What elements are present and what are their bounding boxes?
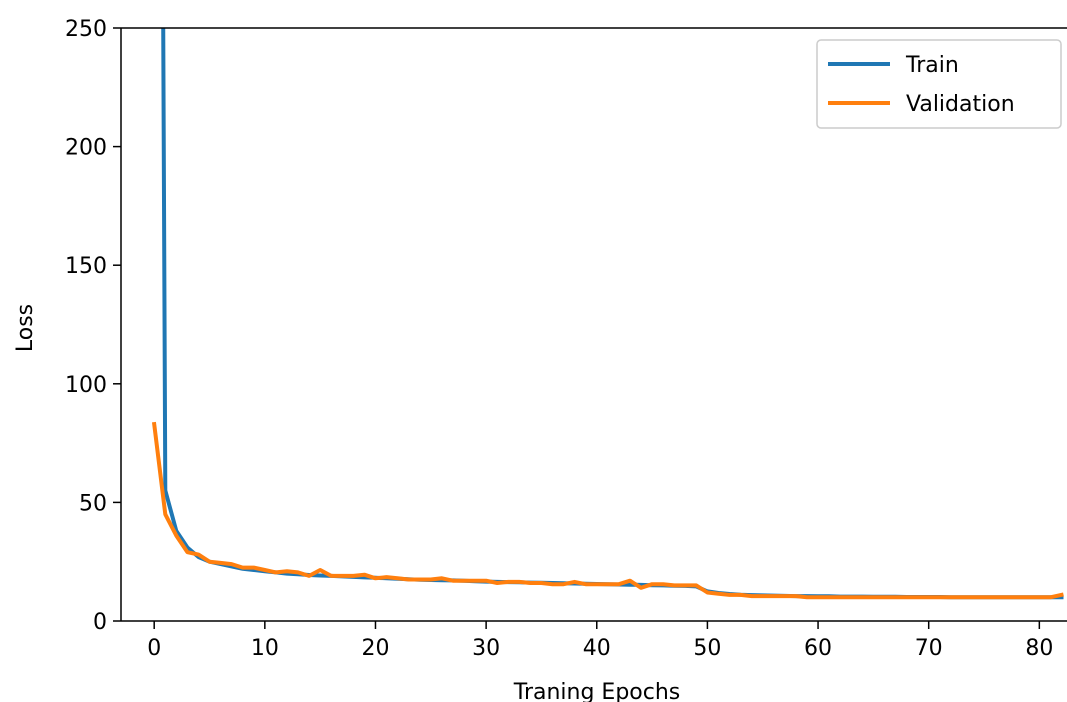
x-tick-label: 30 (472, 636, 500, 661)
x-tick-label: 40 (583, 636, 611, 661)
x-tick-label: 70 (915, 636, 943, 661)
x-tick-label: 0 (147, 636, 161, 661)
y-tick-label: 200 (65, 136, 107, 161)
series-layer (151, 28, 1064, 600)
y-tick-label: 250 (65, 17, 107, 42)
y-tick-label: 50 (79, 491, 107, 516)
x-tick-label: 10 (251, 636, 279, 661)
legend-label-validation: Validation (906, 92, 1015, 117)
y-ticks: 0 50 100 150 200 250 (65, 17, 121, 635)
x-tick-label: 80 (1025, 636, 1053, 661)
x-ticks: 0 10 20 30 40 50 60 70 80 (147, 621, 1053, 661)
legend: Train Validation (816, 39, 1062, 129)
legend-label-train: Train (905, 53, 959, 78)
x-tick-label: 50 (693, 636, 721, 661)
y-tick-label: 100 (65, 373, 107, 398)
x-tick-label: 60 (804, 636, 832, 661)
x-tick-label: 20 (361, 636, 389, 661)
series-line-validation (151, 421, 1064, 600)
y-tick-label: 150 (65, 254, 107, 279)
y-tick-label: 0 (93, 610, 107, 635)
y-axis-label: Loss (13, 304, 38, 352)
x-axis-label: Traning Epochs (513, 680, 681, 702)
